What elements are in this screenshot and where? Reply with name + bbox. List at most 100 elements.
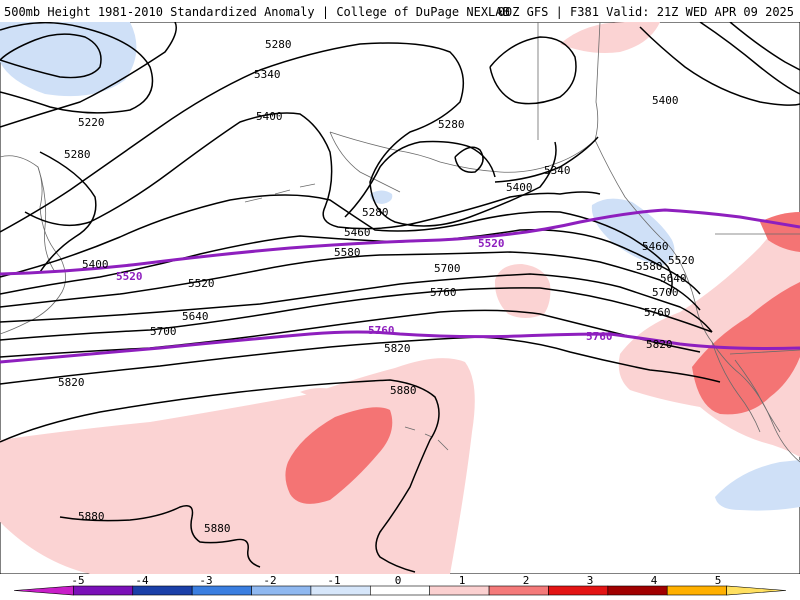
contour-label: 5820 [646,338,673,351]
contour-label: 5880 [78,510,105,523]
contour-label: 5340 [254,68,281,81]
colorbar-segment [607,585,668,596]
contour-5880-south [59,505,261,568]
contour-5400-ne [639,26,800,106]
anomaly-map: 5280 5340 5220 5280 5400 5280 5280 5340 … [0,22,800,574]
contour-5400-nw [24,112,601,230]
colorbar-labels: -5 -4 -3 -2 -1 0 1 2 3 4 5 [71,574,721,587]
colorbar-tick-label: -1 [327,574,340,587]
contour-5280-mid [39,151,97,273]
contour-label: 5280 [64,148,91,161]
contour-label: 5820 [58,376,85,389]
contour-5880-north [0,379,440,573]
colorbar-tick-label: 4 [651,574,658,587]
colorbar-tick-label: 1 [459,574,466,587]
highlight-contour-label: 5520 [116,270,143,283]
contour-5280-alaska [344,140,496,218]
contour-label: 5700 [652,286,679,299]
contour-label: 5700 [150,325,177,338]
contour-5280-center [454,146,484,173]
strong-positive-anomaly-area [285,407,393,504]
colorbar-segment [488,585,549,596]
hawaii-islands [404,426,449,451]
contour-5280-nw [0,22,154,114]
model-run-info: 00Z GFS | F381 Valid: 21Z WED APR 09 202… [497,5,794,19]
colorbar-segment [429,585,490,596]
contour-label: 5760 [644,306,671,319]
contour-label: 5880 [390,384,417,397]
colorbar-tick-label: 3 [587,574,594,587]
colorbar-tick-label: 2 [523,574,530,587]
contour-5340-ne [729,22,800,71]
contour-labels: 5280 5340 5220 5280 5400 5280 5280 5340 … [58,38,695,535]
contour-5580 [0,251,701,311]
alaska-peninsula-coast [329,131,401,193]
colorbar-segment [370,585,430,596]
colorbar-segment [666,585,727,596]
contour-5700 [0,287,713,341]
colorbar-segment [13,585,74,596]
highlight-contour-5520 [0,208,800,276]
contour-label: 5400 [256,110,283,123]
colorbar-segments [13,585,787,596]
colorbar-segment [548,585,609,596]
positive-anomaly-area [494,264,551,318]
aleutian-chain [244,183,316,203]
colorbar-segment [191,585,252,596]
contour-label: 5400 [506,181,533,194]
contour-5280-ne [699,22,800,95]
contour-5340-long [0,42,557,233]
contour-5340-nw [0,22,177,128]
contour-label: 5880 [204,522,231,535]
colorbar-segment [73,585,134,596]
contour-label: 5520 [188,277,215,290]
colorbar-segment [310,585,371,596]
contour-5460 [0,194,673,295]
highlight-contour-label: 5520 [478,237,505,250]
highlight-contours [0,208,800,364]
contour-label: 5400 [652,94,679,107]
negative-anomaly-area [715,460,800,511]
colorbar-tick-label: 0 [395,574,402,587]
contour-label: 5820 [384,342,411,355]
contour-label: 5700 [434,262,461,275]
negative-anomaly-area [370,190,393,204]
contour-label: 5280 [265,38,292,51]
us-mexico-border [729,349,800,355]
map-title: 500mb Height 1981-2010 Standardized Anom… [4,5,510,19]
contour-label: 5760 [430,286,457,299]
contour-5820 [0,336,721,385]
contour-label: 5640 [660,272,687,285]
contour-label: 5280 [362,206,389,219]
colorbar-segment [132,585,193,596]
contour-label: 5460 [642,240,669,253]
contour-label: 5340 [544,164,571,177]
highlight-contour-5760 [0,330,800,364]
contour-5400-alaska [494,136,599,183]
colorbar-tick-label: -4 [135,574,149,587]
colorbar-segment [251,585,312,596]
positive-anomaly-area [560,22,660,53]
anomaly-colorbar: -5 -4 -3 -2 -1 0 1 2 3 4 5 [13,574,787,596]
positive-anomaly-area [300,388,342,398]
contour-label: 5280 [438,118,465,131]
gulf-california-coast [734,359,781,433]
colorbar-tick-label: -3 [199,574,212,587]
contour-label: 5520 [668,254,695,267]
contour-label: 5460 [344,226,371,239]
colorbar-tick-label: -5 [71,574,84,587]
contour-label: 5640 [182,310,209,323]
baja-coast [711,341,761,433]
coastlines [0,22,800,463]
colorbar-segment [726,585,787,596]
contour-5220 [0,33,102,79]
colorbar-tick-label: -2 [263,574,276,587]
contour-5340-east [489,36,577,105]
contour-5640 [0,273,713,333]
contour-label: 5580 [334,246,361,259]
highlight-contour-label: 5760 [368,324,395,337]
colorbar-tick-label: 5 [715,574,722,587]
contour-label: 5220 [78,116,105,129]
contour-label: 5580 [636,260,663,273]
